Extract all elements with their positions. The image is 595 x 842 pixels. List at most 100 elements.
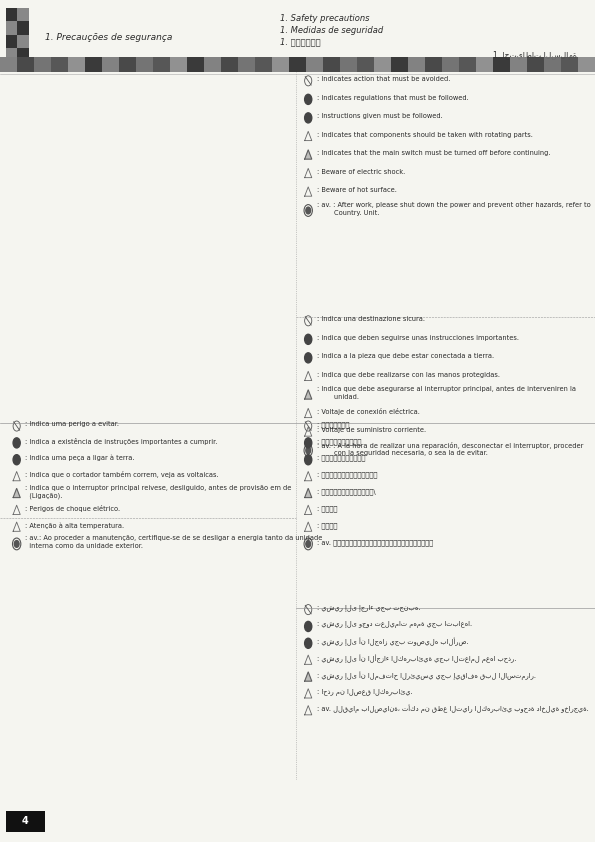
Bar xyxy=(238,57,255,72)
Bar xyxy=(136,57,153,72)
Text: : Perigos de choque elétrico.: : Perigos de choque elétrico. xyxy=(25,505,120,512)
Text: : Indica uma perigo a evitar.: : Indica uma perigo a evitar. xyxy=(25,421,119,428)
Bar xyxy=(459,57,476,72)
Bar xyxy=(527,57,544,72)
Text: : Indicates that the main switch must be turned off before continuing.: : Indicates that the main switch must be… xyxy=(317,150,550,157)
Text: : Voltaje de suministro corriente.: : Voltaje de suministro corriente. xyxy=(317,427,425,434)
Bar xyxy=(510,57,527,72)
Text: : 小心烫伤: : 小心烫伤 xyxy=(317,522,337,529)
Text: : Atenção à alta temperatura.: : Atenção à alta temperatura. xyxy=(25,522,124,529)
Bar xyxy=(187,57,204,72)
Bar xyxy=(442,57,459,72)
Circle shape xyxy=(305,638,312,648)
Bar xyxy=(6,21,17,35)
Text: : av.: Ao proceder a manutenção, certifique-se de se desligar a energia tanto da: : av.: Ao proceder a manutenção, certifi… xyxy=(25,536,322,549)
Circle shape xyxy=(13,455,20,465)
Text: : يشير إلى أن الجهاز يجب توصيله بالأرض.: : يشير إلى أن الجهاز يجب توصيله بالأرض. xyxy=(317,637,468,646)
Text: : 请在处理电气零件时要当心损坏: : 请在处理电气零件时要当心损坏 xyxy=(317,472,377,478)
Text: : Indicates action that must be avoided.: : Indicates action that must be avoided. xyxy=(317,76,450,83)
Bar xyxy=(578,57,595,72)
Bar xyxy=(6,8,17,21)
Bar xyxy=(6,47,17,61)
Bar xyxy=(102,57,119,72)
Bar xyxy=(68,57,85,72)
Bar xyxy=(6,8,29,61)
Text: : av. 维修时，关掉主开关，确认无电后，方可进行维修工作。: : av. 维修时，关掉主开关，确认无电后，方可进行维修工作。 xyxy=(317,539,433,546)
Text: : Indica que o interruptor principal reivese, desliguido, antes de provisão em d: : Indica que o interruptor principal rei… xyxy=(25,485,292,498)
Text: : Indica uma peça a ligar à terra.: : Indica uma peça a ligar à terra. xyxy=(25,455,134,461)
Polygon shape xyxy=(305,390,312,399)
Text: 1. 安全注意事项: 1. 安全注意事项 xyxy=(280,38,320,46)
Bar xyxy=(544,57,561,72)
Text: : Indicates that components should be taken with rotating parts.: : Indicates that components should be ta… xyxy=(317,131,533,138)
Text: : Voltaje de conexión eléctrica.: : Voltaje de conexión eléctrica. xyxy=(317,408,419,415)
Bar xyxy=(17,8,29,21)
Bar xyxy=(340,57,357,72)
Text: : 小心触电: : 小心触电 xyxy=(317,505,337,512)
Bar xyxy=(34,57,51,72)
Text: : Indica una destinazione sicura.: : Indica una destinazione sicura. xyxy=(317,316,425,322)
Bar xyxy=(357,57,374,72)
Text: : Indica que o cortador também correm, veja as voltaicas.: : Indica que o cortador também correm, v… xyxy=(25,472,218,478)
Bar xyxy=(17,21,29,35)
Bar xyxy=(561,57,578,72)
Text: : 经济注意事项。: : 经济注意事项。 xyxy=(317,421,349,428)
Text: : Indica a la pieza que debe estar conectada a tierra.: : Indica a la pieza que debe estar conec… xyxy=(317,353,494,360)
Bar xyxy=(425,57,442,72)
Bar xyxy=(255,57,272,72)
Bar xyxy=(204,57,221,72)
Text: : Beware of hot surface.: : Beware of hot surface. xyxy=(317,187,396,194)
Polygon shape xyxy=(13,488,20,498)
Text: 1. احتياطات السلامة: 1. احتياطات السلامة xyxy=(493,51,577,60)
Bar xyxy=(17,35,29,47)
Text: : يشير إلى أن المفتاح الرئيسي يجب إيقافه قبل الاستمرار.: : يشير إلى أن المفتاح الرئيسي يجب إيقافه… xyxy=(317,671,536,679)
Polygon shape xyxy=(305,150,312,159)
Bar xyxy=(17,57,34,72)
Text: 4: 4 xyxy=(22,817,29,826)
Text: : يشير إلى إجراء يجب تجنبه.: : يشير إلى إجراء يجب تجنبه. xyxy=(317,605,420,611)
Bar xyxy=(0,57,595,72)
Polygon shape xyxy=(305,488,312,498)
Circle shape xyxy=(306,447,311,454)
Circle shape xyxy=(305,334,312,344)
Bar xyxy=(374,57,391,72)
Circle shape xyxy=(305,94,312,104)
Text: : يشير إلى أن الأجزاء الكهربائية يجب التعامل معها بحذر.: : يشير إلى أن الأجزاء الكهربائية يجب الت… xyxy=(317,654,516,663)
Text: : av. للقيام بالصيانة، تأكد من قطع التيار الكهربائي بوحدة داخلية وخارجية.: : av. للقيام بالصيانة، تأكد من قطع التيا… xyxy=(317,705,588,713)
Circle shape xyxy=(305,353,312,363)
Circle shape xyxy=(305,113,312,123)
Bar xyxy=(476,57,493,72)
Text: 1. Safety precautions: 1. Safety precautions xyxy=(280,14,369,23)
Text: : Indicates regulations that must be followed.: : Indicates regulations that must be fol… xyxy=(317,94,468,101)
Circle shape xyxy=(305,621,312,632)
Bar xyxy=(85,57,102,72)
Bar xyxy=(6,35,17,47)
Text: 1. Medidas de seguridad: 1. Medidas de seguridad xyxy=(280,26,383,35)
Text: : 遵守禁止事项必须遵守: : 遵守禁止事项必须遵守 xyxy=(317,438,361,445)
Text: : av. : A la hora de realizar una reparación, desconectar el interruptor, proced: : av. : A la hora de realizar una repara… xyxy=(317,441,583,456)
Bar xyxy=(221,57,238,72)
Circle shape xyxy=(14,541,19,547)
Bar xyxy=(306,57,323,72)
Bar xyxy=(323,57,340,72)
Text: : av. : After work, please shut down the power and prevent other hazards, refer : : av. : After work, please shut down the… xyxy=(317,202,590,216)
Text: : يشير إلى وجود تعليمات مهمة يجب اتباعها.: : يشير إلى وجود تعليمات مهمة يجب اتباعها… xyxy=(317,621,472,628)
Text: 1. Precauções de segurança: 1. Precauções de segurança xyxy=(45,34,172,42)
Bar xyxy=(119,57,136,72)
Text: : Indica a existência de instruções importantes a cumprir.: : Indica a existência de instruções impo… xyxy=(25,438,217,445)
Bar xyxy=(51,57,68,72)
Polygon shape xyxy=(305,672,312,681)
Bar xyxy=(6,811,45,832)
Bar xyxy=(493,57,510,72)
Bar xyxy=(0,57,17,72)
Bar xyxy=(153,57,170,72)
Circle shape xyxy=(13,438,20,448)
Bar xyxy=(408,57,425,72)
Text: : Beware of electric shock.: : Beware of electric shock. xyxy=(317,168,405,175)
Bar xyxy=(170,57,187,72)
Bar xyxy=(17,47,29,61)
Bar xyxy=(391,57,408,72)
Bar xyxy=(272,57,289,72)
Text: : 采取一定的措施必须遵守: : 采取一定的措施必须遵守 xyxy=(317,455,365,461)
Text: : 继续之前，必须关闭主开关，\: : 继续之前，必须关闭主开关，\ xyxy=(317,488,377,495)
